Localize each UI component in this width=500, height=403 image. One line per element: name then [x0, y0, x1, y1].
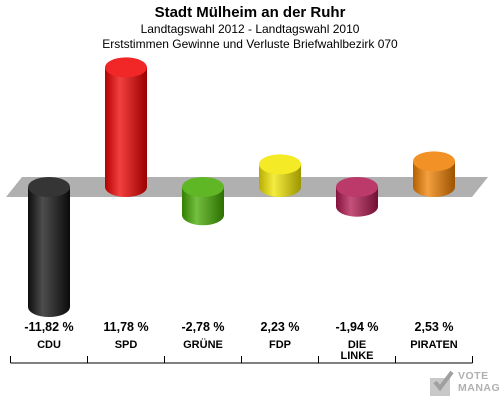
- category-label: PIRATEN: [410, 339, 458, 351]
- bar-cap-grüne: [182, 177, 224, 197]
- bar-cdu: [28, 187, 70, 317]
- vote-manager-logo: VOTE MANAGER: [428, 368, 500, 400]
- bar-spd: [105, 67, 147, 197]
- chart-title: Stadt Mülheim an der Ruhr: [154, 4, 346, 21]
- category-label: LINKE: [341, 350, 374, 362]
- bar-cap-fdp: [259, 154, 301, 175]
- bar-piraten: [413, 161, 455, 197]
- logo-text: VOTE MANAGER: [458, 370, 500, 394]
- value-label: -11,82 %: [24, 320, 73, 334]
- category-label: CDU: [37, 339, 61, 351]
- bar-cap-spd: [105, 57, 147, 78]
- category-label: DIE: [348, 339, 366, 351]
- bar-cap-cdu: [28, 177, 70, 197]
- category-label: FDP: [269, 339, 291, 351]
- value-label: -2,78 %: [181, 320, 224, 334]
- value-label: 2,53 %: [415, 320, 454, 334]
- value-label: 2,23 %: [261, 320, 300, 334]
- bar-cap-piraten: [413, 151, 455, 172]
- chart-subtitle-election: Landtagswahl 2012 - Landtagswahl 2010: [140, 22, 360, 36]
- ballot-box-icon: [430, 370, 454, 396]
- category-label: GRÜNE: [183, 338, 223, 351]
- bar-cap-die-linke: [336, 177, 378, 197]
- value-label: -1,94 %: [335, 320, 378, 334]
- chart-subtitle-description: Erststimmen Gewinne und Verluste Briefwa…: [102, 37, 398, 51]
- bar-grüne: [182, 187, 224, 226]
- logo-line-2: MANAGER: [458, 382, 500, 394]
- value-label: 11,78 %: [103, 320, 148, 334]
- chart-titles: Stadt Mülheim an der Ruhr Landtagswahl 2…: [0, 4, 500, 52]
- category-label: SPD: [115, 339, 138, 351]
- logo-line-1: VOTE: [458, 370, 489, 382]
